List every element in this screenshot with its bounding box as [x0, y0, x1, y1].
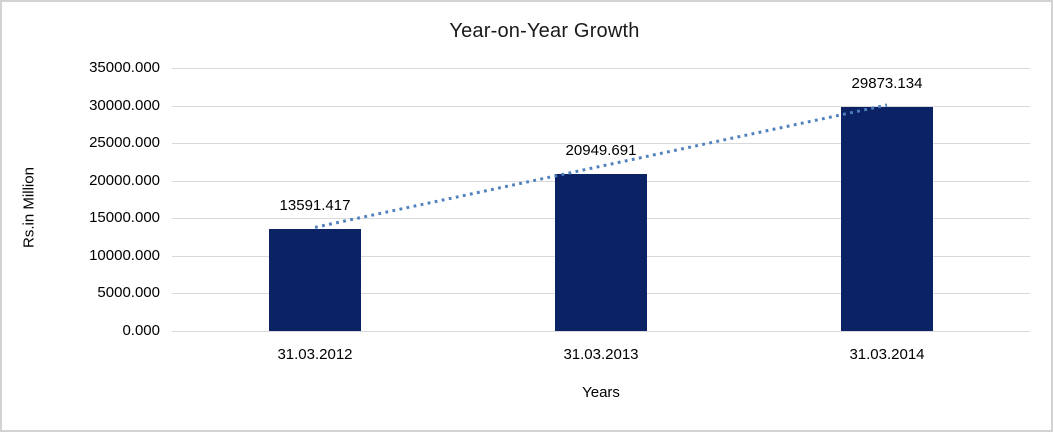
bar-data-label: 13591.417 [279, 196, 351, 214]
y-tick-label: 30000.000 [89, 96, 160, 114]
y-tick-label: 5000.000 [97, 284, 160, 302]
gridline [172, 106, 1030, 107]
plot-area [172, 68, 1030, 332]
bar-data-label: 29873.134 [851, 74, 923, 92]
bar [555, 173, 647, 331]
bar-data-label: 20949.691 [565, 141, 637, 159]
y-tick-label: 20000.000 [89, 171, 160, 189]
y-tick-label: 35000.000 [89, 59, 160, 76]
y-tick-label: 25000.000 [89, 134, 160, 152]
x-axis-title: Years [582, 384, 620, 401]
gridline [172, 143, 1030, 144]
bar [269, 228, 361, 331]
y-tick-label: 15000.000 [89, 209, 160, 227]
y-tick-label: 0.000 [122, 322, 160, 339]
x-tick-label: 31.03.2013 [563, 346, 639, 363]
bar [841, 106, 933, 331]
chart-title: Year-on-Year Growth [449, 20, 640, 42]
y-tick-label: 10000.000 [89, 246, 160, 264]
x-tick-label: 31.03.2014 [849, 346, 925, 363]
gridline [172, 68, 1030, 69]
x-tick-label: 31.03.2012 [277, 346, 353, 363]
gridline [172, 331, 1030, 332]
